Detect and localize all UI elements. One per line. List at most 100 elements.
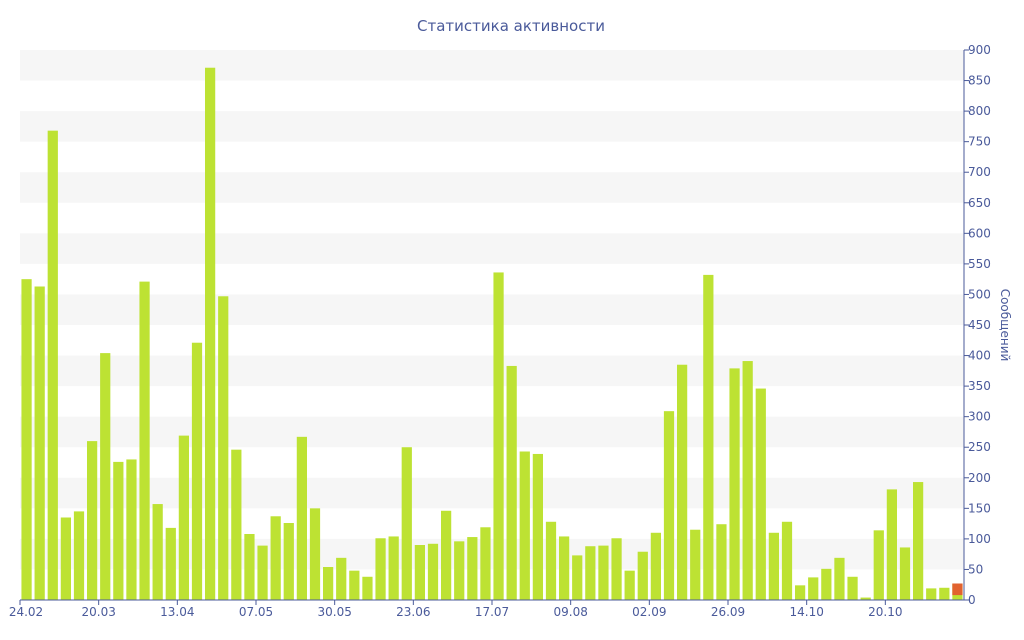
bar <box>611 538 622 600</box>
y-tick-label: 750 <box>968 135 991 149</box>
bar <box>375 538 386 600</box>
bar <box>244 534 255 600</box>
bar <box>703 274 714 600</box>
y-axis-title: Сообщений <box>998 289 1012 362</box>
x-tick-label: 20.03 <box>81 605 115 619</box>
bar <box>139 281 150 600</box>
bar <box>545 521 557 600</box>
bar <box>506 365 517 600</box>
y-tick-label: 800 <box>968 104 991 118</box>
y-tick-label: 550 <box>968 257 991 271</box>
bar <box>716 524 727 600</box>
x-tick-label: 07.05 <box>239 605 273 619</box>
bar <box>60 517 72 600</box>
bar <box>165 527 176 600</box>
bar <box>47 130 58 600</box>
bar <box>572 555 583 600</box>
y-tick-label: 600 <box>968 226 991 240</box>
bar <box>296 436 308 600</box>
bar <box>309 508 321 600</box>
bar <box>847 576 858 600</box>
bar <box>454 541 465 600</box>
bar <box>270 516 281 600</box>
y-tick-label: 250 <box>968 440 991 454</box>
chart-title: Статистика активности <box>417 17 605 35</box>
grid-bands <box>20 50 964 570</box>
bar <box>519 451 530 600</box>
bar <box>899 547 911 600</box>
bar <box>768 532 780 600</box>
x-tick-label: 23.06 <box>396 605 430 619</box>
bar <box>821 568 832 600</box>
bar <box>34 286 45 600</box>
bar-highlight <box>952 583 963 596</box>
bar <box>860 597 871 600</box>
x-tick-label: 24.02 <box>9 605 43 619</box>
bar <box>637 551 648 600</box>
bar <box>585 546 596 600</box>
bar <box>21 279 32 600</box>
bar <box>558 536 570 600</box>
bar <box>440 510 452 600</box>
y-tick-label: 450 <box>968 318 991 332</box>
y-tick-label: 150 <box>968 501 991 515</box>
bar <box>126 459 137 600</box>
y-tick-label: 850 <box>968 74 991 88</box>
grid-band <box>20 111 964 142</box>
bar <box>152 504 163 600</box>
y-tick-label: 50 <box>968 562 983 576</box>
bar <box>86 441 98 600</box>
grid-band <box>20 233 964 264</box>
x-tick-label: 17.07 <box>475 605 509 619</box>
bar <box>598 545 609 600</box>
bar <box>231 449 242 600</box>
bar <box>781 521 793 600</box>
bar <box>388 536 399 600</box>
x-tick-label: 09.08 <box>553 605 587 619</box>
bar <box>912 482 924 600</box>
bar <box>742 361 753 600</box>
bar <box>100 353 111 600</box>
y-tick-label: 200 <box>968 471 991 485</box>
bar <box>624 570 635 600</box>
grid-band <box>20 172 964 203</box>
bar <box>467 537 478 600</box>
bar <box>113 461 124 600</box>
x-tick-label: 14.10 <box>789 605 823 619</box>
bar <box>834 557 845 600</box>
bar <box>73 511 85 600</box>
bar <box>663 411 675 600</box>
bar <box>480 527 491 600</box>
bar <box>336 557 347 600</box>
grid-band <box>20 538 964 570</box>
bar <box>873 530 884 600</box>
bar-series <box>21 67 963 600</box>
bar <box>755 388 766 600</box>
y-tick-label: 100 <box>968 532 991 546</box>
x-tick-label: 13.04 <box>160 605 194 619</box>
bar <box>191 342 203 600</box>
bar <box>650 532 662 600</box>
x-tick-label: 20.10 <box>868 605 902 619</box>
bar <box>729 368 740 600</box>
grid-band <box>20 294 964 325</box>
bar <box>939 587 950 600</box>
y-tick-label: 650 <box>968 196 991 210</box>
bar <box>218 296 229 600</box>
y-tick-label: 500 <box>968 287 991 301</box>
grid-band <box>20 355 964 387</box>
x-tick-label: 30.05 <box>317 605 351 619</box>
bar <box>794 585 806 600</box>
x-tick-label: 26.09 <box>711 605 745 619</box>
bar <box>886 489 898 600</box>
bar <box>178 435 190 600</box>
grid-band <box>20 50 964 81</box>
x-axis: 24.02 20.03 13.04 07.05 30.05 23.06 17.07 09.08… <box>9 599 964 619</box>
bar <box>690 529 701 600</box>
y-tick-label: 700 <box>968 165 991 179</box>
bar <box>322 567 334 600</box>
bar <box>808 577 819 600</box>
bar <box>283 523 294 600</box>
